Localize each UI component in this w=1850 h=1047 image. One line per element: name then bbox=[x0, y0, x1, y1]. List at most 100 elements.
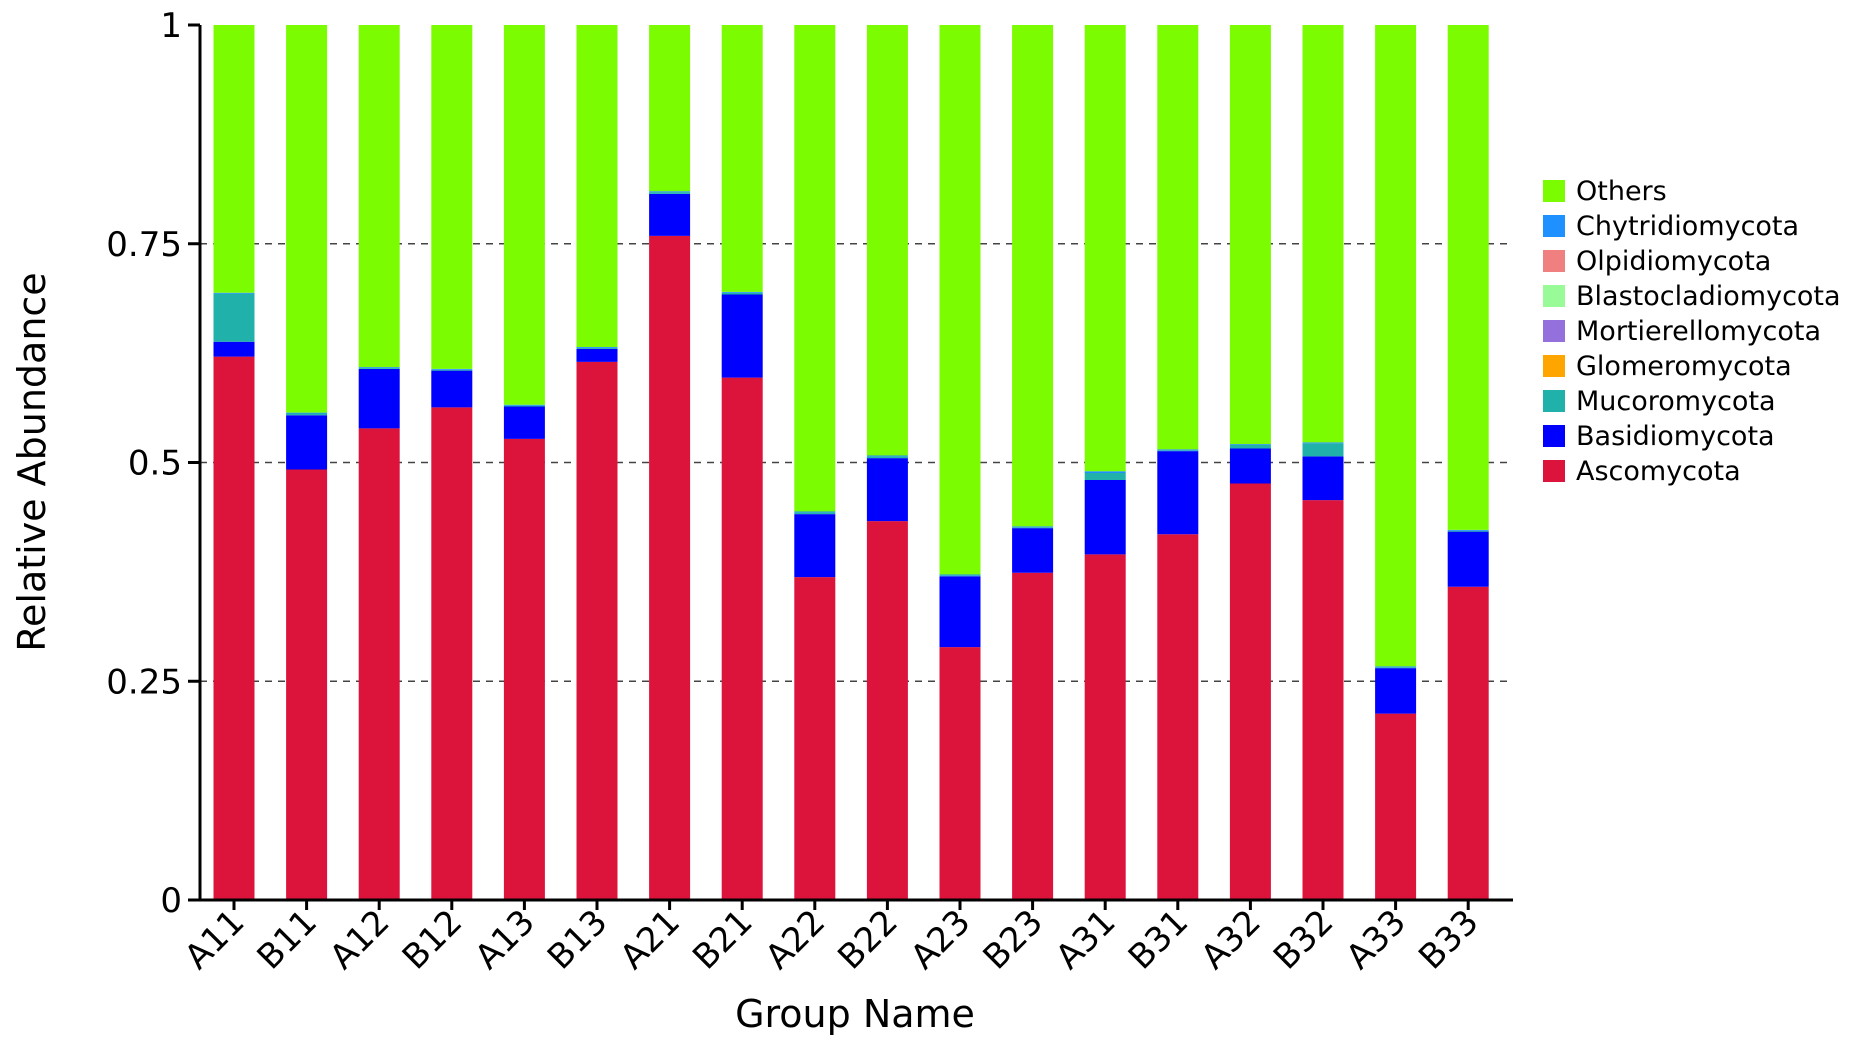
bar-segment bbox=[576, 348, 618, 362]
bar-segment bbox=[431, 368, 473, 370]
bar-segment bbox=[1157, 450, 1199, 452]
legend-label: Olpidiomycota bbox=[1576, 246, 1771, 277]
legend-label: Mortierellomycota bbox=[1576, 316, 1821, 347]
bar-segment bbox=[866, 521, 908, 900]
x-tick-label: B32 bbox=[1266, 902, 1341, 977]
bar-segment bbox=[213, 356, 255, 900]
bar-segment bbox=[1447, 530, 1489, 532]
bar-segment bbox=[939, 574, 981, 576]
bar-segment bbox=[358, 367, 400, 368]
bar-segment bbox=[576, 25, 618, 347]
bar-segment bbox=[213, 25, 255, 293]
bar-segment bbox=[1012, 527, 1054, 529]
bar-segment bbox=[1302, 500, 1344, 900]
bar-segment bbox=[1084, 471, 1126, 473]
bar-segment bbox=[794, 512, 836, 515]
bar-segment bbox=[1084, 480, 1126, 555]
bar-segment bbox=[721, 294, 763, 378]
bar-segment bbox=[1375, 25, 1417, 667]
bar-segment bbox=[576, 347, 618, 349]
bar-segment bbox=[286, 415, 328, 470]
x-tick-label: B11 bbox=[250, 902, 325, 977]
bar-segment bbox=[866, 455, 908, 457]
x-tick-label: A32 bbox=[1193, 902, 1268, 977]
bar-segment bbox=[939, 25, 981, 575]
legend-label: Basidiomycota bbox=[1576, 421, 1775, 452]
bar-segment bbox=[431, 407, 473, 900]
x-tick-label: B23 bbox=[976, 902, 1051, 977]
y-tick-label: 0.75 bbox=[106, 225, 182, 265]
bar-segment bbox=[1302, 456, 1344, 501]
x-tick-label: B12 bbox=[395, 902, 470, 977]
legend: Others Chytridiomycota Olpidiomycota Blasto… bbox=[1543, 176, 1841, 487]
legend-swatch bbox=[1543, 285, 1565, 307]
bar-segment bbox=[794, 25, 836, 512]
bar-segment bbox=[1447, 531, 1489, 587]
x-tick-label: A22 bbox=[758, 902, 833, 977]
bar-segment bbox=[503, 404, 545, 406]
bar-segment bbox=[1229, 448, 1271, 484]
bar-segment bbox=[1229, 444, 1271, 445]
legend-swatch bbox=[1543, 390, 1565, 412]
bar-segment bbox=[1157, 451, 1199, 535]
x-tick-label: B33 bbox=[1411, 902, 1486, 977]
bar-segment bbox=[1157, 25, 1199, 450]
legend-label: Ascomycota bbox=[1576, 456, 1741, 487]
bar-segment bbox=[213, 293, 255, 342]
bar-segment bbox=[503, 406, 545, 439]
y-tick-label: 0.5 bbox=[128, 444, 182, 484]
legend-swatch bbox=[1543, 425, 1565, 447]
bar-segment bbox=[1375, 713, 1417, 900]
bar-segment bbox=[286, 412, 328, 414]
bar-segment bbox=[358, 368, 400, 369]
y-tick-label: 1 bbox=[160, 6, 182, 46]
bar-segment bbox=[649, 192, 691, 194]
legend-swatch bbox=[1543, 180, 1565, 202]
bar-segment bbox=[794, 511, 836, 513]
bar-segment bbox=[1375, 666, 1417, 668]
bar-segment bbox=[649, 191, 691, 193]
bar-segment bbox=[431, 370, 473, 408]
x-tick-label: B22 bbox=[830, 902, 905, 977]
bar-segment bbox=[503, 25, 545, 405]
x-tick-label: A11 bbox=[177, 902, 252, 977]
x-tick-label: B21 bbox=[685, 902, 760, 977]
x-tick-label: A33 bbox=[1339, 902, 1414, 977]
bar-segment bbox=[358, 25, 400, 368]
bar-segment bbox=[866, 458, 908, 522]
bar-segment bbox=[286, 25, 328, 413]
legend-swatch bbox=[1543, 215, 1565, 237]
legend-label: Mucoromycota bbox=[1576, 386, 1776, 417]
bar-segment bbox=[1302, 443, 1344, 457]
x-tick-label: A31 bbox=[1048, 902, 1123, 977]
x-ticks: A11B11A12B12A13B13A21B21A22B22A23B23A31B… bbox=[177, 900, 1487, 977]
bar-segment bbox=[1084, 473, 1126, 480]
legend-swatch bbox=[1543, 355, 1565, 377]
bar-segment bbox=[1302, 442, 1344, 444]
bar-segment bbox=[1012, 526, 1054, 528]
bar-segment bbox=[1447, 529, 1489, 531]
bar-segment bbox=[431, 369, 473, 371]
bar-segment bbox=[1229, 483, 1271, 900]
bar-segment bbox=[649, 25, 691, 192]
bar-segment bbox=[794, 514, 836, 578]
bar-segment bbox=[794, 577, 836, 900]
bar-segment bbox=[1084, 554, 1126, 900]
x-axis-title: Group Name bbox=[735, 992, 975, 1036]
legend-swatch bbox=[1543, 250, 1565, 272]
bar-segment bbox=[1447, 25, 1489, 530]
bar-segment bbox=[503, 405, 545, 407]
bar-segment bbox=[213, 341, 255, 357]
legend-swatch bbox=[1543, 460, 1565, 482]
legend-label: Others bbox=[1576, 176, 1667, 207]
bar-segment bbox=[1302, 25, 1344, 443]
bar-segment bbox=[1157, 449, 1199, 451]
legend-label: Chytridiomycota bbox=[1576, 211, 1799, 242]
bar-segment bbox=[939, 647, 981, 900]
bar-segment bbox=[1157, 534, 1199, 900]
bar-segment bbox=[503, 438, 545, 900]
x-tick-label: B31 bbox=[1121, 902, 1196, 977]
gridlines bbox=[200, 243, 1513, 682]
x-tick-label: B13 bbox=[540, 902, 615, 977]
bar-segment bbox=[721, 25, 763, 292]
